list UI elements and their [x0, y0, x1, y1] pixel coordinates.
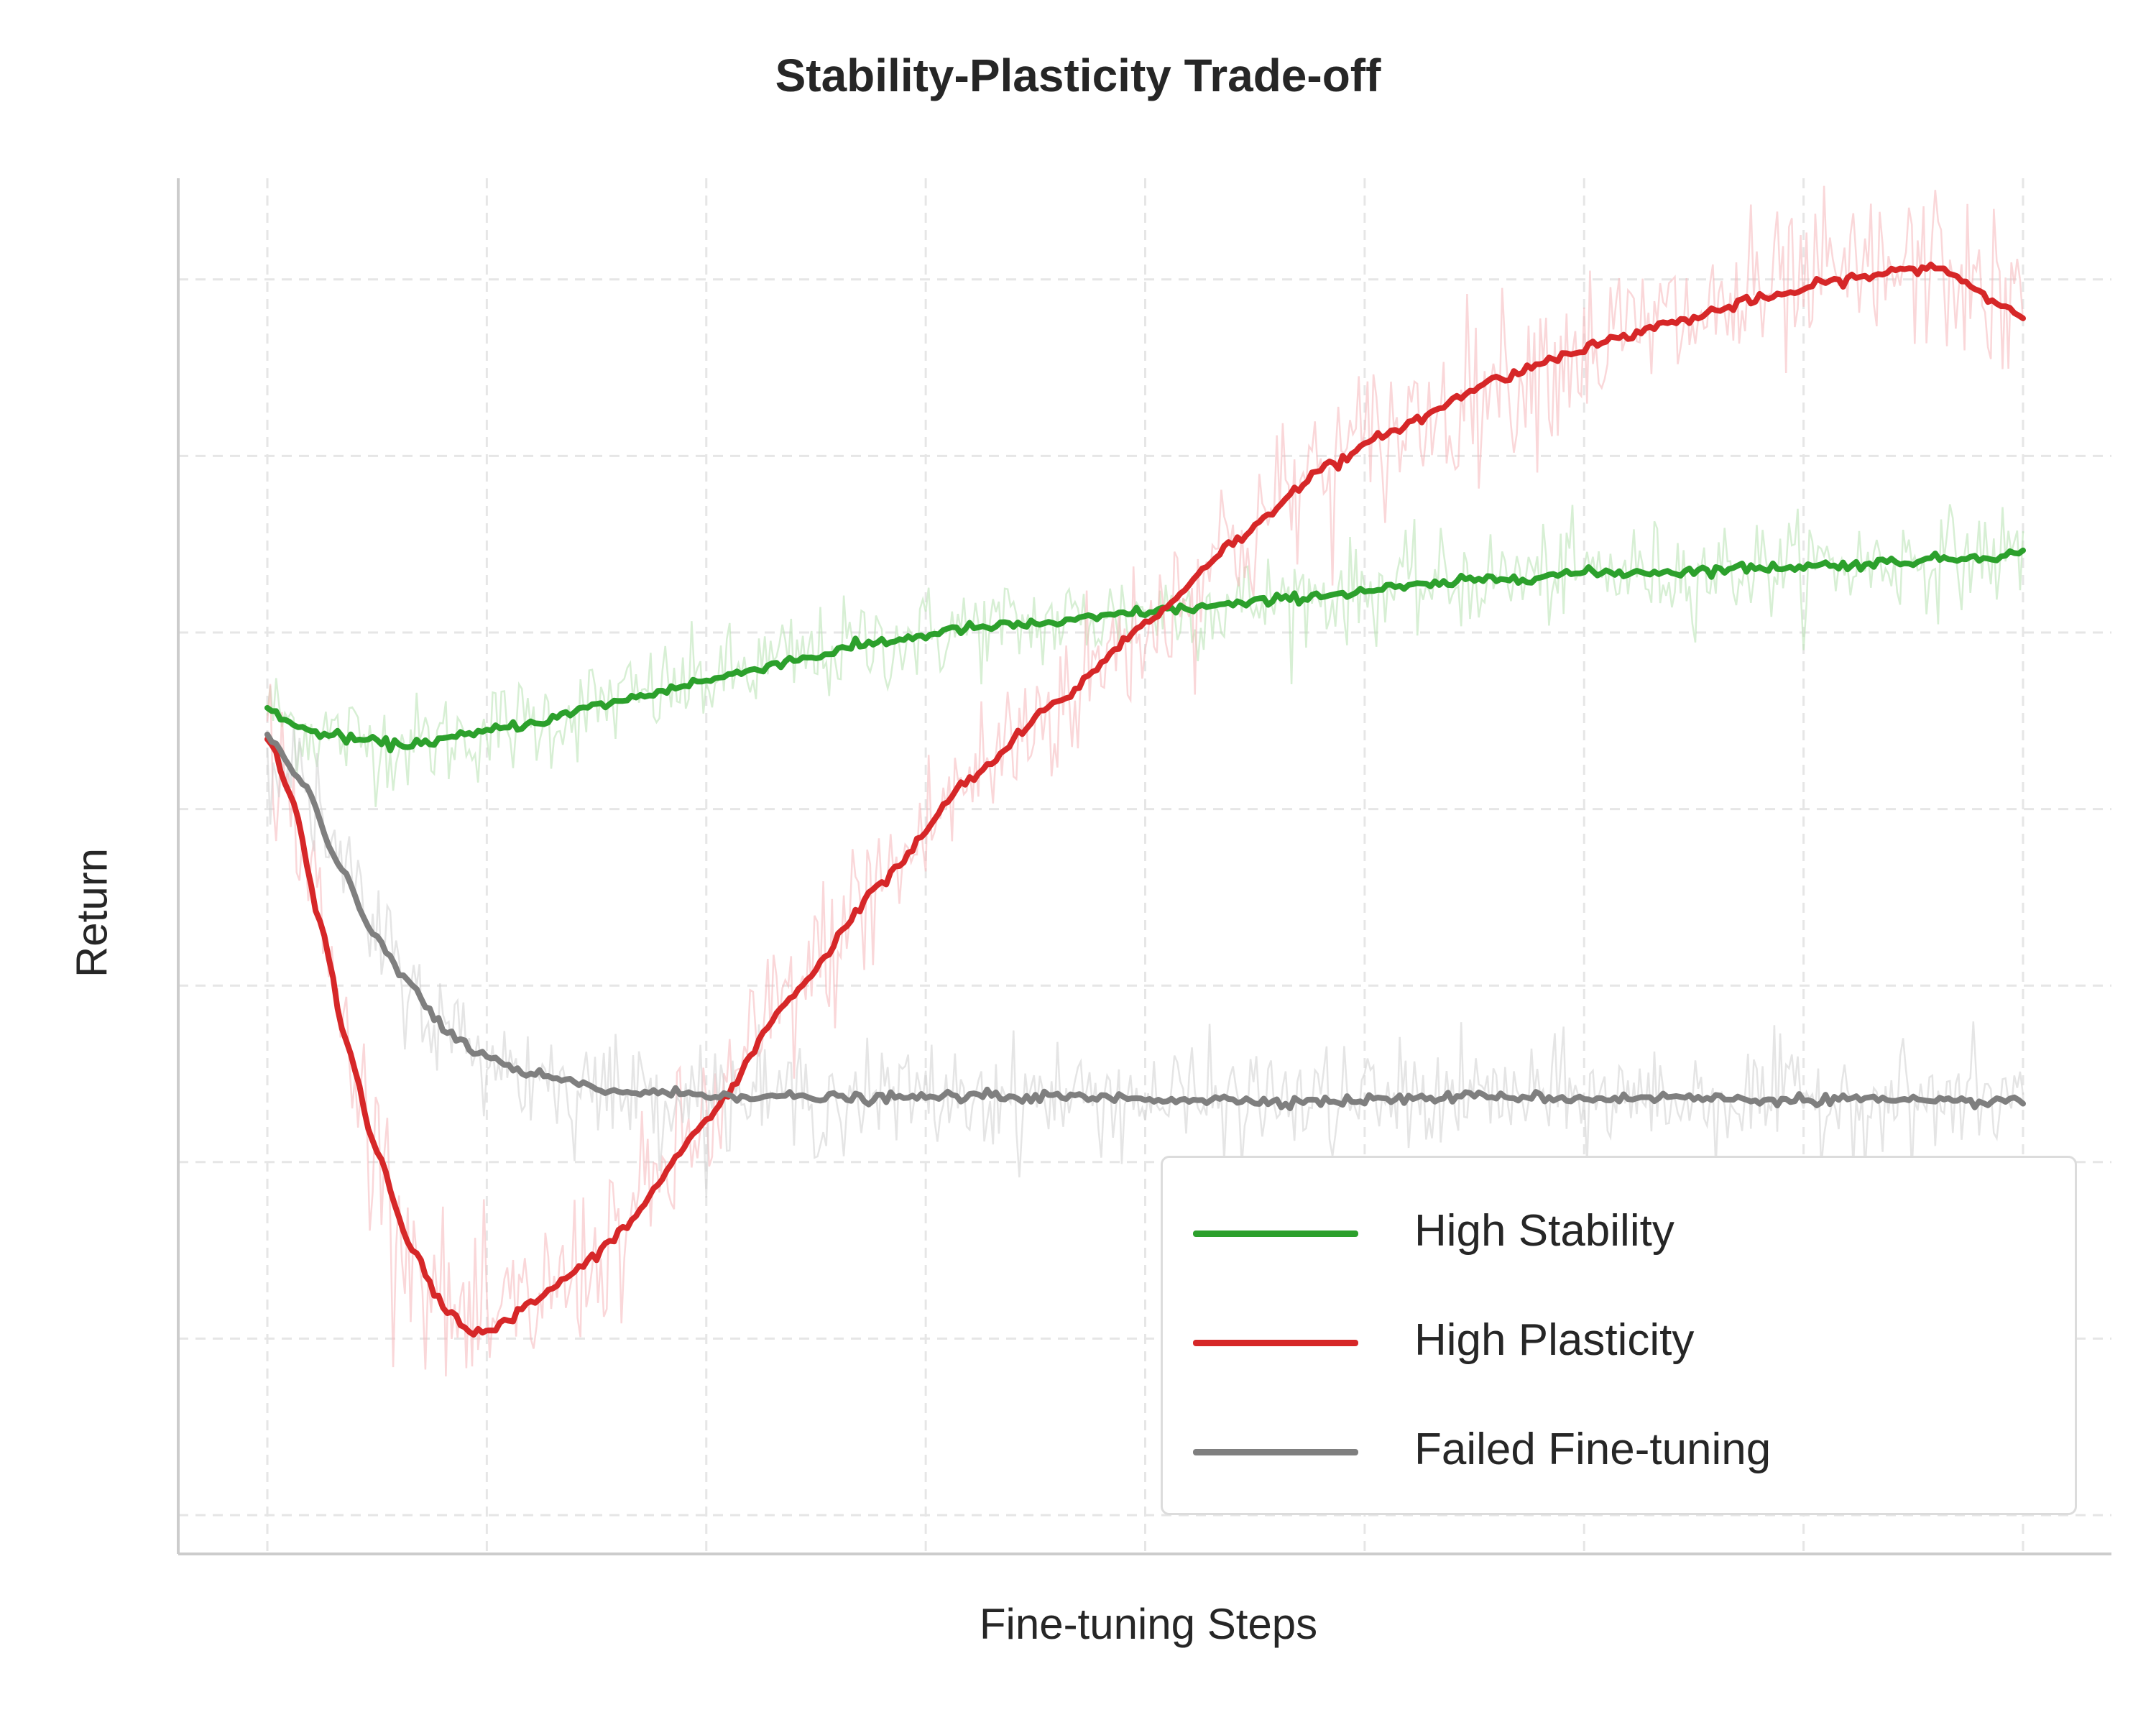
x-axis-label: Fine-tuning Steps — [979, 1600, 1318, 1648]
legend-item-failed-fine-tuning: Failed Fine-tuning — [1163, 1397, 2075, 1504]
legend-swatch — [1193, 1449, 1358, 1455]
legend-item-high-stability: High Stability — [1163, 1178, 2075, 1286]
legend-swatch — [1193, 1230, 1358, 1237]
noise-bands — [266, 185, 2024, 1377]
noise-band-failed-fine-tuning — [266, 724, 2024, 1198]
axes — [177, 178, 2111, 1555]
series-line-high-plasticity — [264, 261, 2026, 1338]
noise-band-high-stability — [266, 504, 2024, 807]
legend-item-high-plasticity: High Plasticity — [1163, 1287, 2075, 1395]
legend-label: Failed Fine-tuning — [1414, 1425, 1772, 1474]
legend-label: High Plasticity — [1414, 1315, 1695, 1365]
series-line-failed-fine-tuning — [264, 731, 2026, 1111]
legend: High Stability High Plasticity Failed Fi… — [1161, 1156, 2077, 1515]
series-lines — [264, 261, 2026, 1338]
chart-title: Stability-Plasticity Trade-off — [775, 50, 1381, 101]
legend-label: High Stability — [1414, 1206, 1674, 1256]
legend-swatch — [1193, 1340, 1358, 1346]
noise-band-high-plasticity — [266, 185, 2024, 1377]
y-axis-label: Return — [68, 847, 116, 978]
series-line-high-stability — [264, 547, 2026, 754]
